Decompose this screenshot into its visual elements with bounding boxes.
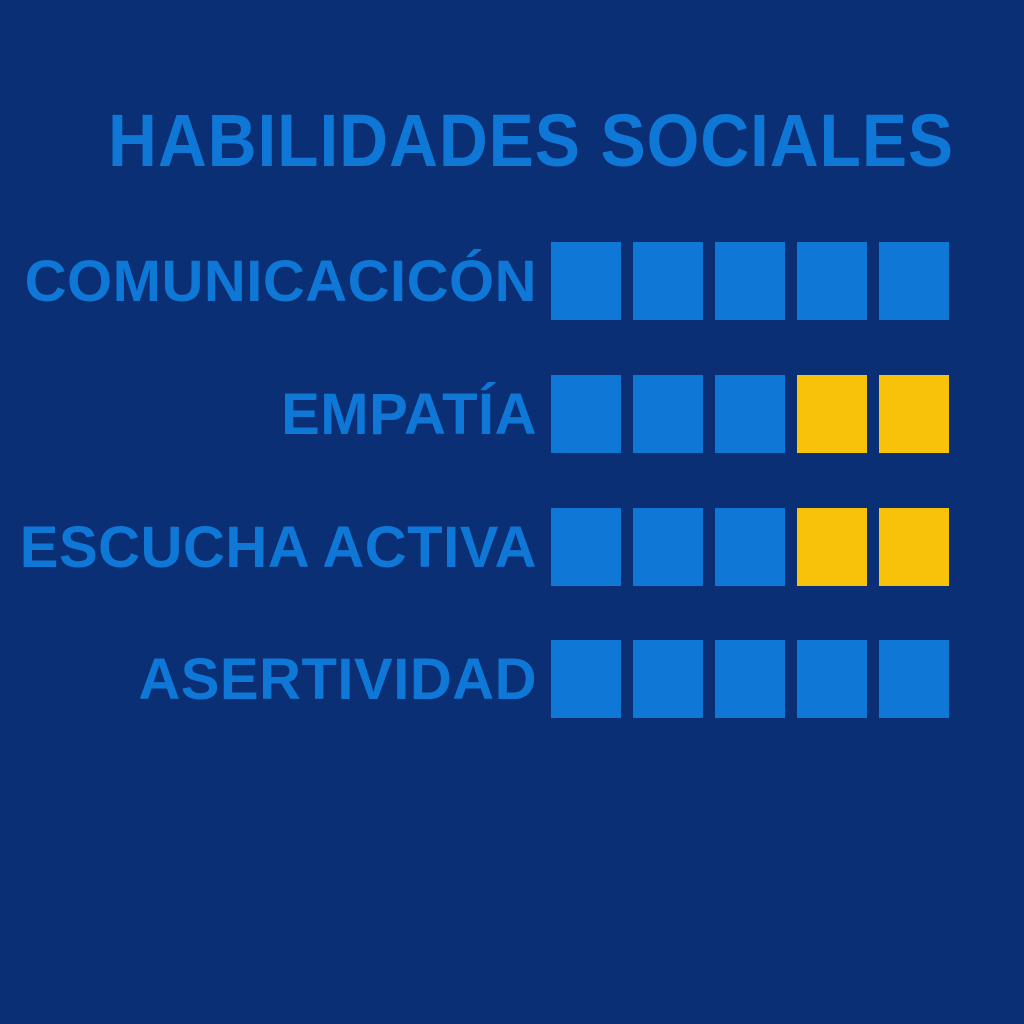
skill-block-blue <box>633 508 703 586</box>
skill-block-blue <box>715 242 785 320</box>
skill-block-blue <box>551 242 621 320</box>
skill-rows: COMUNICACICÓN EMPATÍA ESCUCHA ACTIVA ASERTI… <box>20 242 949 718</box>
skill-block-yellow <box>879 508 949 586</box>
skill-block-blue <box>797 640 867 718</box>
chart-title: HABILIDADES SOCIALES <box>108 99 954 182</box>
skill-block-yellow <box>797 375 867 453</box>
skill-block-blue <box>633 640 703 718</box>
skill-label: ASERTIVIDAD <box>138 647 537 712</box>
skill-label: EMPATÍA <box>281 382 537 447</box>
skill-block-yellow <box>879 375 949 453</box>
skill-label: ESCUCHA ACTIVA <box>20 515 537 580</box>
skill-block-blue <box>879 242 949 320</box>
skill-block-yellow <box>797 508 867 586</box>
skill-block-blue <box>551 508 621 586</box>
skill-block-blue <box>715 375 785 453</box>
skill-block-blue <box>551 640 621 718</box>
skill-block-blue <box>715 640 785 718</box>
skill-block-blue <box>715 508 785 586</box>
skill-block-blue <box>551 375 621 453</box>
skill-block-blue <box>879 640 949 718</box>
skill-label: COMUNICACICÓN <box>25 249 537 314</box>
skill-block-blue <box>797 242 867 320</box>
skill-block-blue <box>633 242 703 320</box>
skill-block-blue <box>633 375 703 453</box>
